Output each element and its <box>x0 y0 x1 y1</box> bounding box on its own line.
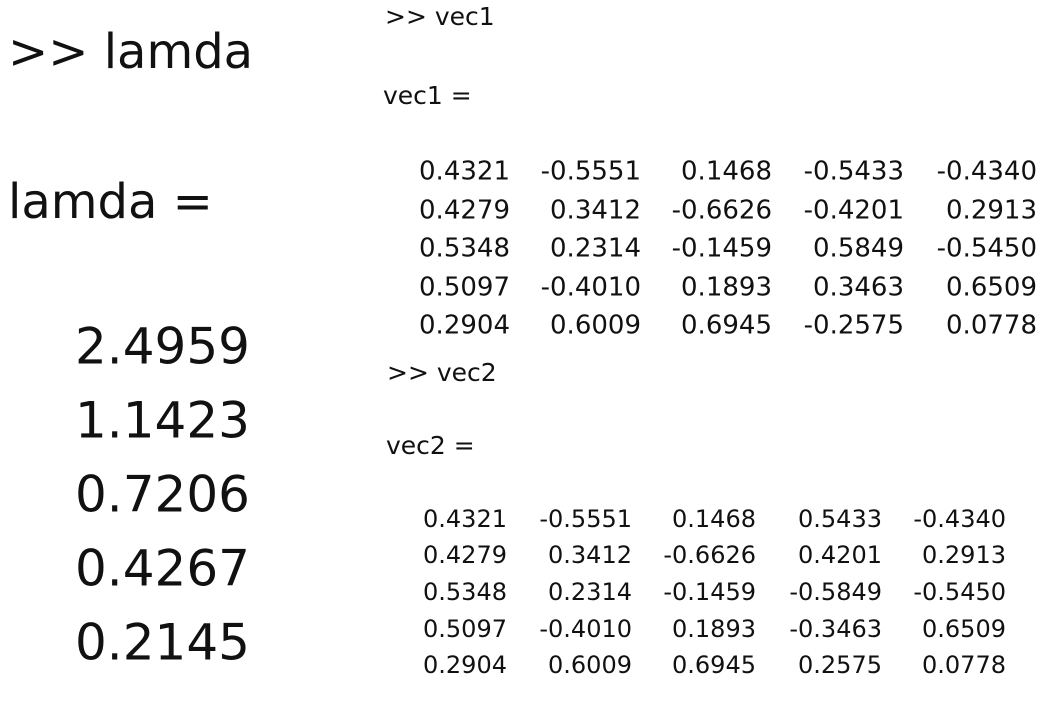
matrix-cell: -0.6626 <box>663 541 756 569</box>
matrix-cell: 0.2314 <box>548 578 632 606</box>
matrix-cell: -0.6626 <box>672 196 772 226</box>
matrix-cell: 0.2575 <box>798 651 882 679</box>
matrix-cell: -0.5551 <box>541 157 641 187</box>
matrix-cell: 0.2913 <box>946 196 1037 226</box>
lamda-value: 2.4959 <box>75 318 250 376</box>
command-prompt: >> vec1 <box>385 2 495 31</box>
matrix-cell: 0.5348 <box>419 234 510 264</box>
matrix-cell: 0.6509 <box>922 615 1006 643</box>
matrix-cell: 0.4321 <box>419 157 510 187</box>
matrix-cell: -0.5450 <box>937 234 1037 264</box>
output-label: vec2 = <box>386 431 475 460</box>
matrix-cell: 0.2904 <box>419 311 510 341</box>
matrix-cell: -0.5450 <box>913 578 1006 606</box>
matrix-cell: 0.3412 <box>548 541 632 569</box>
output-label: vec1 = <box>383 81 472 110</box>
matrix-cell: -0.4010 <box>541 273 641 303</box>
matrix-cell: -0.5551 <box>539 505 632 533</box>
matrix-cell: 0.5097 <box>423 615 507 643</box>
matrix-cell: -0.5433 <box>804 157 904 187</box>
lamda-value: 0.2145 <box>75 614 250 672</box>
matrix-cell: 0.6945 <box>672 651 756 679</box>
matrix-cell: 0.6009 <box>548 651 632 679</box>
matrix-cell: 0.1468 <box>672 505 756 533</box>
matrix-cell: 0.4279 <box>423 541 507 569</box>
matrix-cell: 0.1893 <box>681 273 772 303</box>
lamda-value: 0.7206 <box>75 466 250 524</box>
matrix-cell: -0.4340 <box>913 505 1006 533</box>
lamda-value: 0.4267 <box>75 540 250 598</box>
matrix-cell: 0.0778 <box>922 651 1006 679</box>
matrix-cell: -0.4340 <box>937 157 1037 187</box>
matrix-cell: 0.5433 <box>798 505 882 533</box>
matrix-cell: 0.3463 <box>813 273 904 303</box>
matrix-cell: 0.5849 <box>813 234 904 264</box>
matrix-cell: -0.2575 <box>804 311 904 341</box>
matrix-cell: 0.6945 <box>681 311 772 341</box>
matrix-cell: 0.0778 <box>946 311 1037 341</box>
matrix-cell: -0.1459 <box>672 234 772 264</box>
matrix-cell: 0.2904 <box>423 651 507 679</box>
lamda-value: 1.1423 <box>75 392 250 450</box>
matrix-cell: 0.1893 <box>672 615 756 643</box>
matrix-cell: 0.3412 <box>550 196 641 226</box>
matrix-cell: -0.3463 <box>789 615 882 643</box>
matrix-cell: -0.4201 <box>804 196 904 226</box>
matrix-cell: 0.6509 <box>946 273 1037 303</box>
matrix-cell: 0.6009 <box>550 311 641 341</box>
matrix-cell: -0.4010 <box>539 615 632 643</box>
matrix-cell: -0.1459 <box>663 578 756 606</box>
matrix-cell: -0.5849 <box>789 578 882 606</box>
command-prompt: >> lamda <box>8 24 253 80</box>
matrix-cell: 0.4279 <box>419 196 510 226</box>
matrix-cell: 0.4201 <box>798 541 882 569</box>
matrix-cell: 0.1468 <box>681 157 772 187</box>
command-prompt: >> vec2 <box>387 358 497 387</box>
matrix-cell: 0.4321 <box>423 505 507 533</box>
output-label: lamda = <box>8 174 213 230</box>
matrix-cell: 0.2913 <box>922 541 1006 569</box>
matrix-cell: 0.2314 <box>550 234 641 264</box>
matrix-cell: 0.5097 <box>419 273 510 303</box>
matrix-cell: 0.5348 <box>423 578 507 606</box>
